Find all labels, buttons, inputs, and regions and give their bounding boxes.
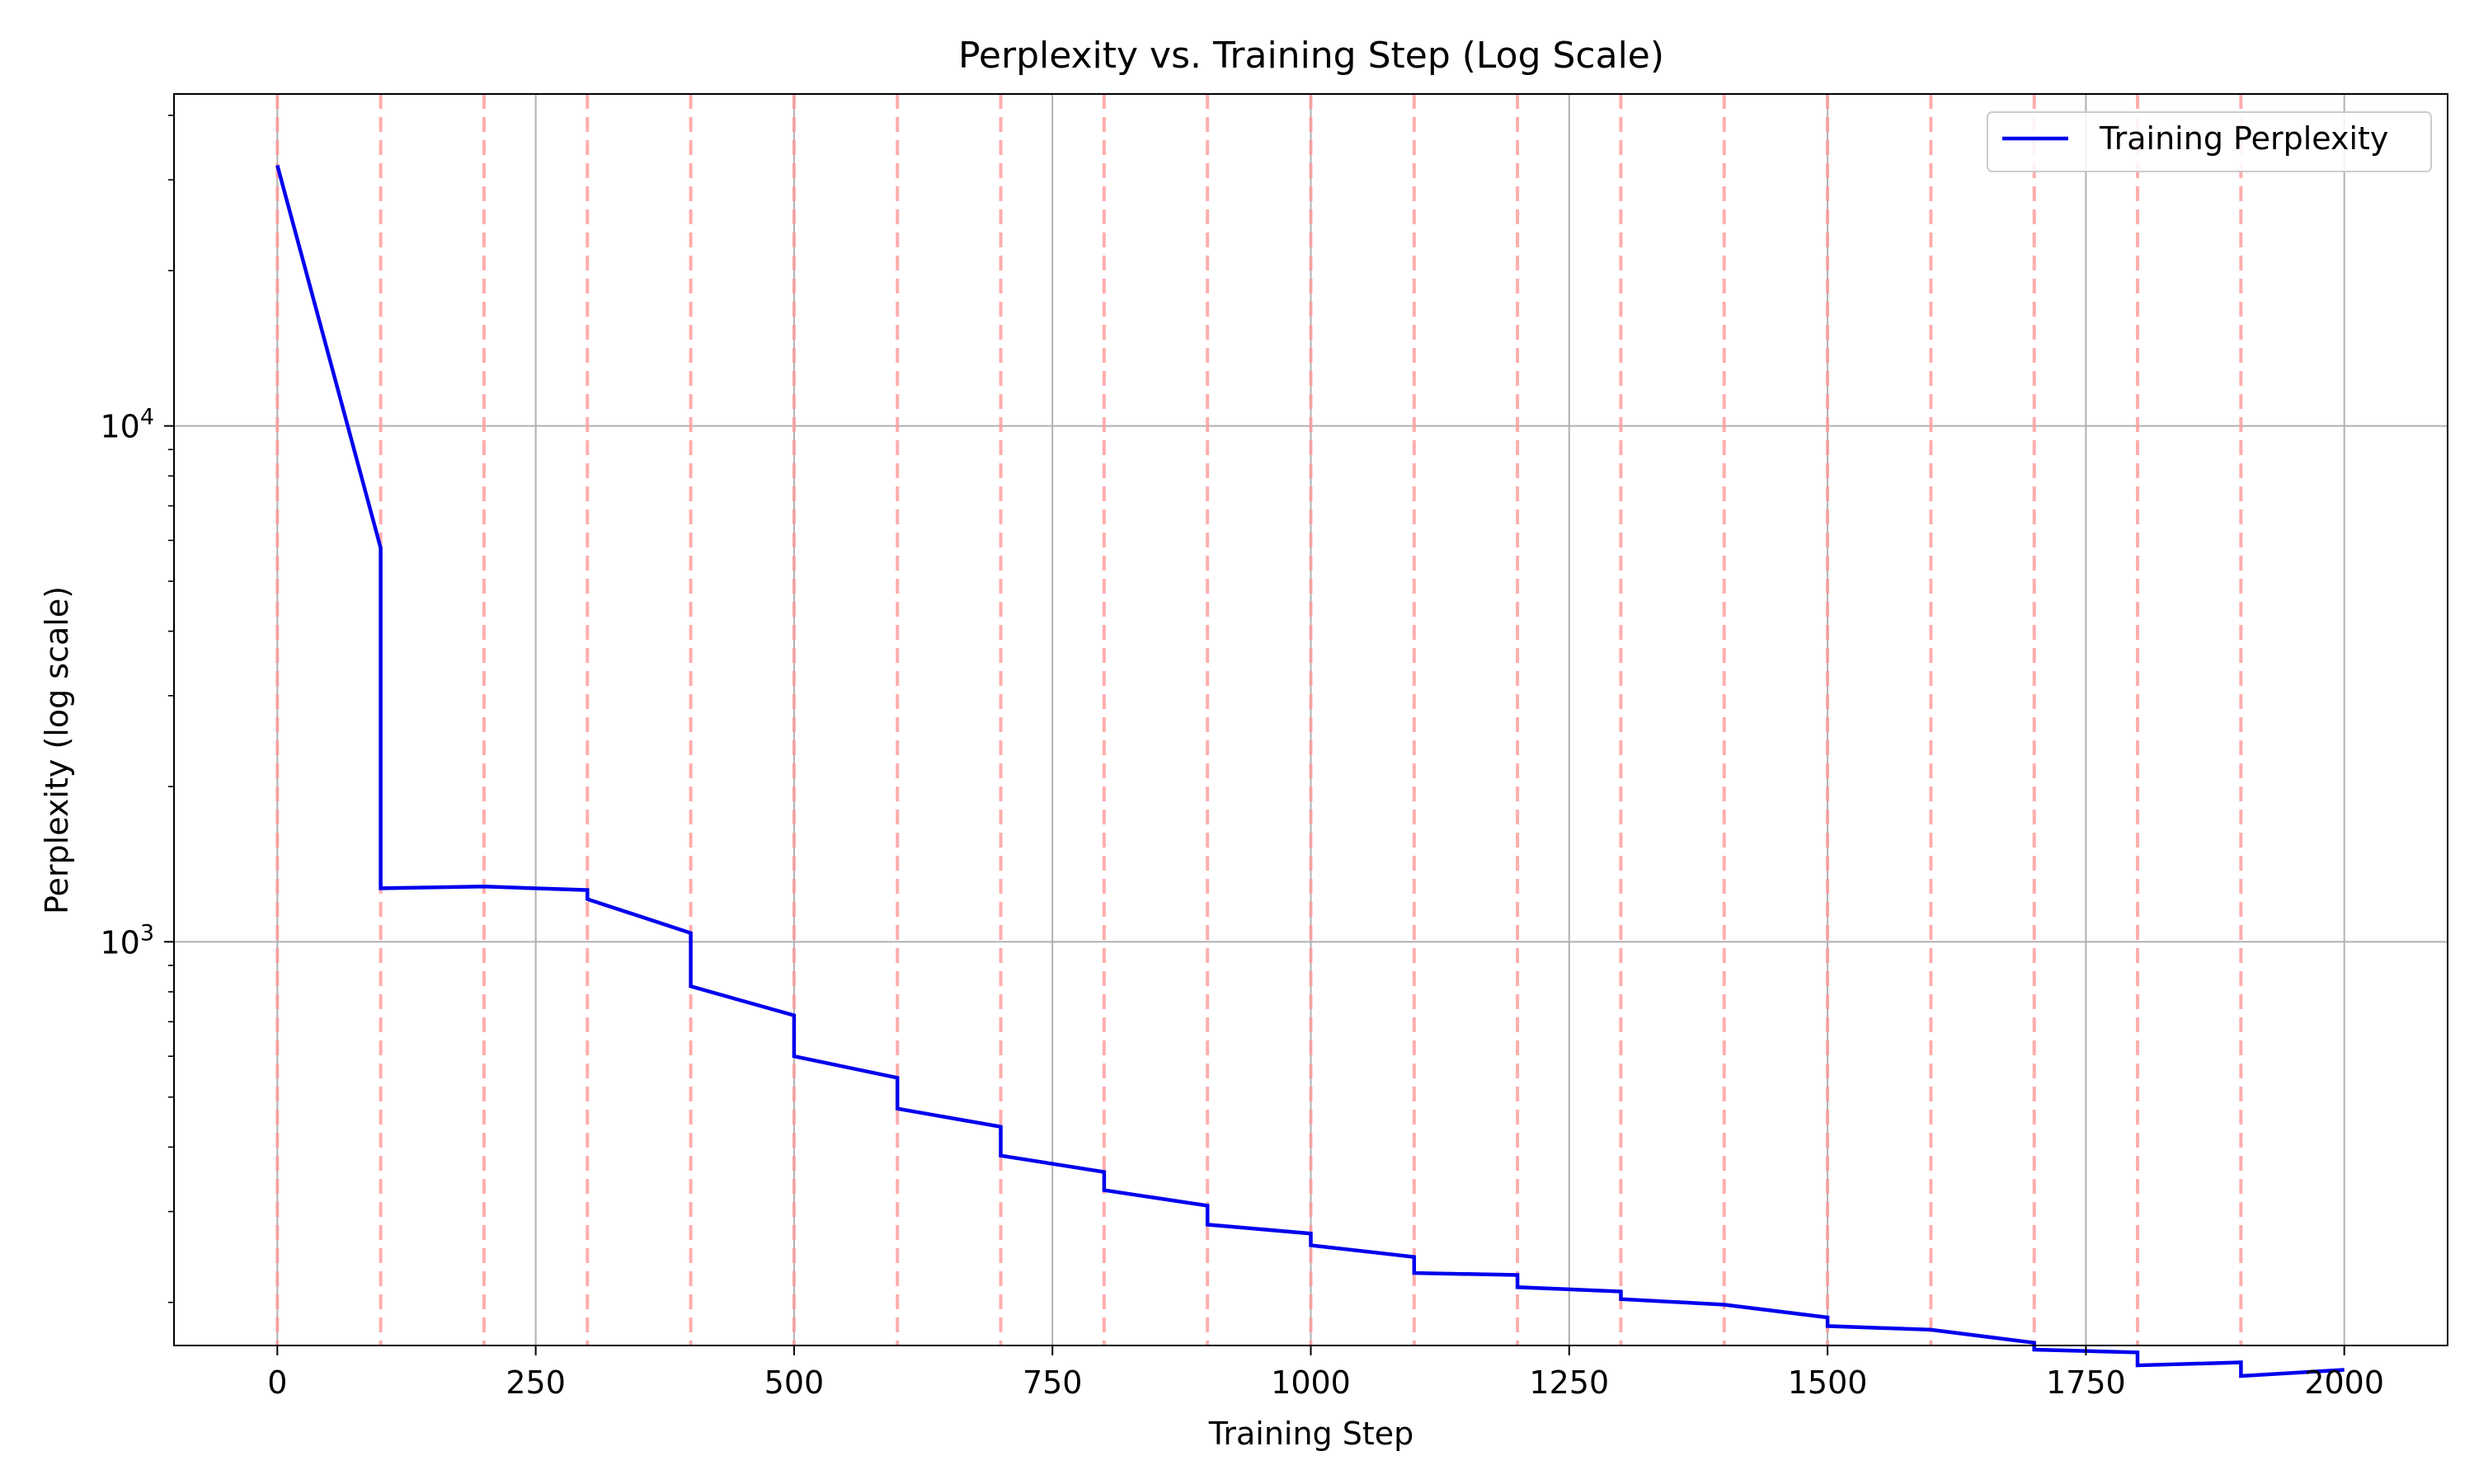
x-axis-ticks: 0 250 500 750 1000 1250 1500 1750 2000 — [267, 1345, 2384, 1401]
y-tick-label-0: 103 — [100, 920, 154, 960]
x-tick-label-3: 750 — [1023, 1364, 1083, 1401]
y-tick-label-1: 104 — [100, 405, 154, 445]
chart-title: Perplexity vs. Training Step (Log Scale) — [958, 35, 1664, 77]
legend: Training Perplexity — [1987, 111, 2432, 172]
y-axis-label: Perplexity (log scale) — [39, 586, 75, 914]
x-tick-label-8: 2000 — [2304, 1364, 2384, 1401]
x-tick-label-2: 500 — [764, 1364, 825, 1401]
series-layer — [275, 164, 2345, 1378]
x-tick-label-4: 1000 — [1271, 1364, 1351, 1401]
x-tick-label-5: 1250 — [1529, 1364, 1609, 1401]
x-tick-label-7: 1750 — [2046, 1364, 2126, 1401]
series-line-0 — [275, 164, 2345, 1378]
x-axis-label: Training Step — [1208, 1416, 1414, 1452]
x-tick-label-0: 0 — [267, 1364, 287, 1401]
x-tick-label-1: 250 — [506, 1364, 566, 1401]
legend-label: Training Perplexity — [2099, 120, 2388, 157]
y-axis-ticks: 103 104 — [100, 115, 174, 1303]
x-tick-label-6: 1500 — [1788, 1364, 1868, 1401]
legend-box — [1987, 111, 2432, 172]
